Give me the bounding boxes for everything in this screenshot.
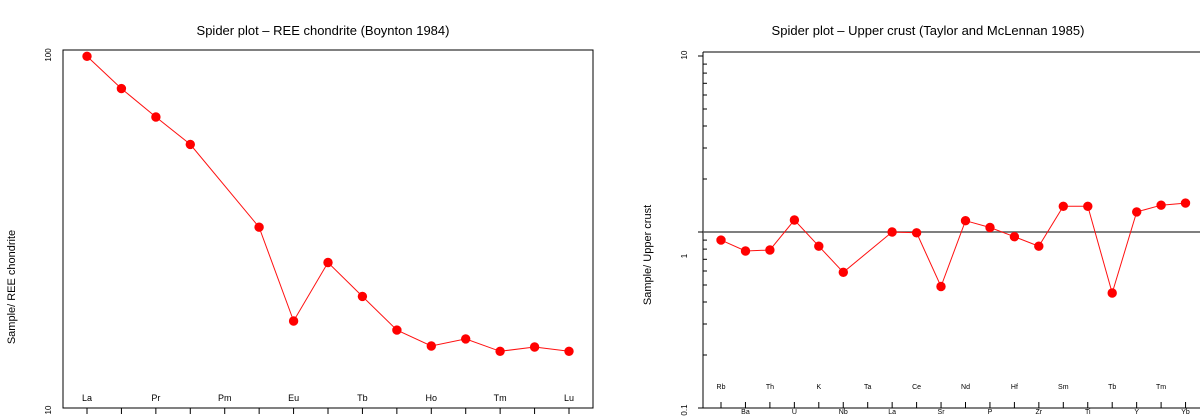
data-point-ba xyxy=(740,246,751,256)
x-tick-label-ba: Ba xyxy=(741,409,750,416)
series xyxy=(716,198,1191,298)
x-ticks xyxy=(720,402,1187,408)
chart-ree-chondrite: Spider plot – REE chondrite (Boynton 198… xyxy=(6,23,594,414)
x-tick-label-tb: Tb xyxy=(357,393,368,403)
x-tick-label-zr: Zr xyxy=(1036,409,1043,416)
x-tick-label-lu: Lu xyxy=(564,393,574,403)
data-point-yb xyxy=(529,342,540,352)
plot-frame xyxy=(62,49,594,409)
chart-title: Spider plot – Upper crust (Taylor and Mc… xyxy=(772,23,1085,38)
data-point-k xyxy=(814,241,824,251)
data-point-th xyxy=(765,245,775,255)
x-tick-label-nd: Nd xyxy=(961,384,970,391)
data-point-la xyxy=(887,227,897,237)
data-point-ti xyxy=(1083,201,1093,212)
x-tick-label-th: Th xyxy=(766,384,774,391)
series-line xyxy=(720,202,1186,295)
chart-upper-crust: Spider plot – Upper crust (Taylor and Mc… xyxy=(642,23,1200,416)
x-tick-label-p: P xyxy=(988,409,993,416)
x-tick-label-tm: Tm xyxy=(494,393,507,403)
series xyxy=(82,51,574,356)
chart-title: Spider plot – REE chondrite (Boynton 198… xyxy=(197,23,450,38)
x-tick-label-la: La xyxy=(888,409,896,416)
x-tick-label-ta: Ta xyxy=(864,384,872,391)
data-point-nd xyxy=(185,139,196,150)
data-point-la xyxy=(82,51,92,61)
x-tick-label-y: Y xyxy=(1134,409,1139,416)
data-point-zr xyxy=(1034,241,1044,251)
x-tick-label-tb: Tb xyxy=(1108,384,1116,391)
data-point-p xyxy=(985,222,995,233)
x-tick-label-sr: Sr xyxy=(938,409,946,416)
series-line xyxy=(86,55,570,352)
data-point-pr xyxy=(151,112,161,122)
x-tick-label-eu: Eu xyxy=(288,393,299,403)
data-point-ce xyxy=(116,83,127,94)
x-tick-label-k: K xyxy=(816,384,821,391)
y-axis-label: Sample/ Upper crust xyxy=(642,205,654,305)
y-axis-label: Sample/ REE chondrite xyxy=(6,230,18,344)
data-point-tb xyxy=(357,291,368,302)
x-tick-label-pr: Pr xyxy=(151,393,160,403)
x-tick-label-nb: Nb xyxy=(839,409,848,416)
y-minor-ticks xyxy=(698,55,707,409)
data-point-dy xyxy=(392,325,402,335)
y-tick-label: 100 xyxy=(44,48,53,62)
data-point-hf xyxy=(1009,232,1020,242)
y-tick-label: 10 xyxy=(44,405,53,414)
data-point-ho xyxy=(426,341,436,351)
x-tick-label-ce: Ce xyxy=(912,384,921,391)
data-point-nd xyxy=(960,216,971,226)
data-point-sr xyxy=(936,281,946,292)
x-tick-labels: La Pr Pm Eu Tb Ho Tm Lu xyxy=(82,393,574,403)
x-tick-label-yb: Yb xyxy=(1181,409,1190,416)
y-tick-label: 0.1 xyxy=(680,404,689,416)
data-point-tm xyxy=(1156,200,1166,210)
x-ticks xyxy=(86,408,570,414)
data-point-y xyxy=(1132,207,1142,217)
x-tick-label-rb: Rb xyxy=(717,384,726,391)
x-tick-label-la: La xyxy=(82,393,92,403)
x-tick-label-tm: Tm xyxy=(1156,384,1166,391)
data-point-lu xyxy=(564,346,574,356)
data-point-rb xyxy=(716,235,726,245)
data-point-tm xyxy=(495,346,505,356)
data-point-er xyxy=(461,334,471,344)
x-tick-label-ti: Ti xyxy=(1085,409,1091,416)
data-point-ce xyxy=(911,228,922,238)
data-point-sm xyxy=(1058,201,1069,212)
data-point-gd xyxy=(323,257,333,268)
x-tick-label-sm: Sm xyxy=(1058,384,1069,391)
data-point-nb xyxy=(838,267,848,277)
x-tick-label-pm: Pm xyxy=(218,393,232,403)
y-tick-label: 1 xyxy=(680,253,689,258)
x-tick-label-u: U xyxy=(792,409,797,416)
data-point-yb xyxy=(1180,198,1191,208)
data-point-tb xyxy=(1107,288,1117,298)
x-tick-labels: Rb Ba Th U K Nb Ta La Ce Sr Nd P Hf Zr Sm Ti Tb Y Tm Yb xyxy=(717,384,1190,416)
data-point-sm xyxy=(254,222,264,232)
x-tick-label-hf: Hf xyxy=(1011,384,1018,391)
data-point-u xyxy=(789,215,800,225)
data-point-eu xyxy=(288,316,299,326)
x-tick-label-ho: Ho xyxy=(426,393,438,403)
y-tick-label: 10 xyxy=(680,50,689,59)
